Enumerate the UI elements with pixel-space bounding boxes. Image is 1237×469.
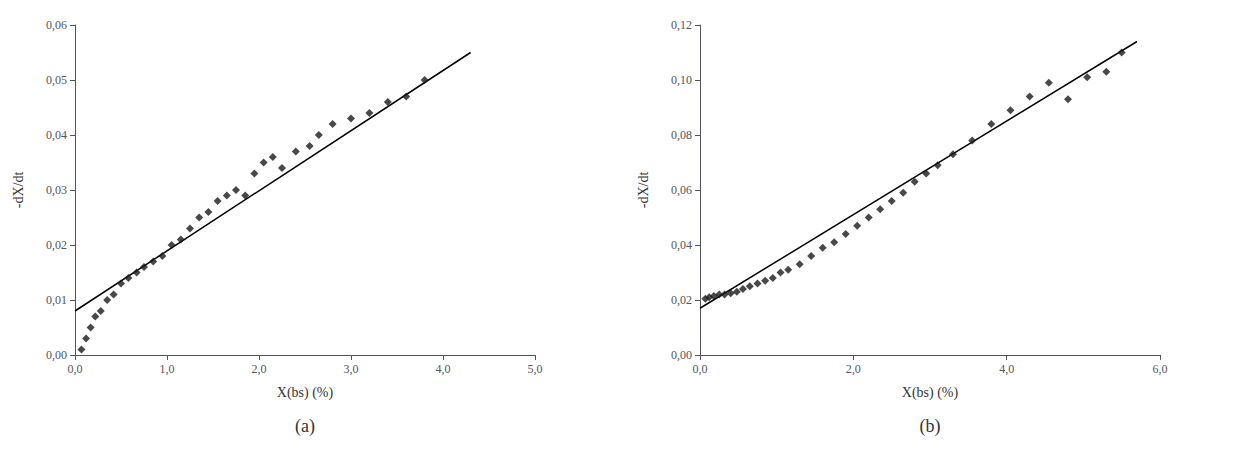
svg-text:0,01: 0,01 <box>46 293 67 307</box>
svg-text:(a): (a) <box>295 416 315 437</box>
svg-text:0,02: 0,02 <box>46 238 67 252</box>
svg-text:X(bs) (%): X(bs) (%) <box>902 385 959 401</box>
svg-text:0,06: 0,06 <box>671 183 692 197</box>
svg-text:0,12: 0,12 <box>671 18 692 32</box>
svg-text:0,05: 0,05 <box>46 73 67 87</box>
svg-text:0,0: 0,0 <box>68 362 83 376</box>
svg-text:3,0: 3,0 <box>344 362 359 376</box>
svg-text:0,02: 0,02 <box>671 293 692 307</box>
svg-text:0,04: 0,04 <box>46 128 67 142</box>
svg-text:-dX/dt: -dX/dt <box>11 172 26 209</box>
svg-text:5,0: 5,0 <box>528 362 543 376</box>
svg-text:0,0: 0,0 <box>693 362 708 376</box>
svg-text:6,0: 6,0 <box>1153 362 1168 376</box>
svg-text:0,10: 0,10 <box>671 73 692 87</box>
svg-text:(b): (b) <box>920 416 941 437</box>
svg-text:X(bs) (%): X(bs) (%) <box>277 385 334 401</box>
svg-text:2,0: 2,0 <box>846 362 861 376</box>
svg-text:0,00: 0,00 <box>46 348 67 362</box>
svg-text:0,08: 0,08 <box>671 128 692 142</box>
svg-text:0,00: 0,00 <box>671 348 692 362</box>
svg-text:0,06: 0,06 <box>46 18 67 32</box>
svg-text:4,0: 4,0 <box>436 362 451 376</box>
svg-text:0,03: 0,03 <box>46 183 67 197</box>
svg-text:0,04: 0,04 <box>671 238 692 252</box>
svg-text:1,0: 1,0 <box>160 362 175 376</box>
svg-text:2,0: 2,0 <box>252 362 267 376</box>
svg-text:-dX/dt: -dX/dt <box>636 172 651 209</box>
svg-text:4,0: 4,0 <box>999 362 1014 376</box>
